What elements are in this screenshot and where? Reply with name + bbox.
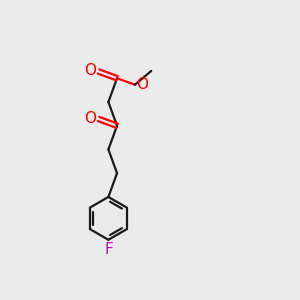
Text: O: O [136, 77, 148, 92]
Text: O: O [84, 111, 96, 126]
Text: F: F [104, 242, 113, 257]
Text: O: O [84, 63, 96, 78]
